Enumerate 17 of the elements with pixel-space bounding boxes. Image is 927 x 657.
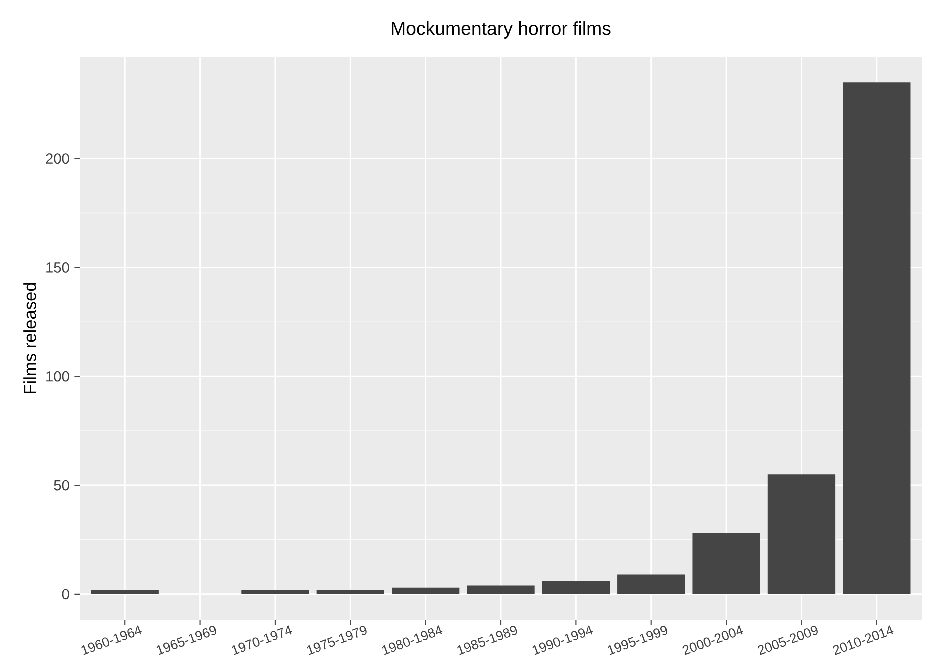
bar <box>843 82 911 594</box>
y-tick-label: 0 <box>62 589 70 600</box>
bar <box>392 588 460 594</box>
y-tick-label: 150 <box>46 262 70 273</box>
bar <box>467 586 535 594</box>
bar <box>768 474 836 594</box>
bar <box>242 590 310 594</box>
y-tick-label: 100 <box>46 371 70 382</box>
y-tick-label: 50 <box>54 480 70 491</box>
bar <box>692 533 760 594</box>
y-tick-label: 200 <box>46 154 70 164</box>
chart-title: Mockumentary horror films <box>392 22 611 39</box>
y-axis-title: Films released <box>24 283 36 394</box>
bar <box>316 590 384 594</box>
bar <box>91 590 159 594</box>
bar <box>542 581 610 594</box>
bar <box>618 574 686 594</box>
